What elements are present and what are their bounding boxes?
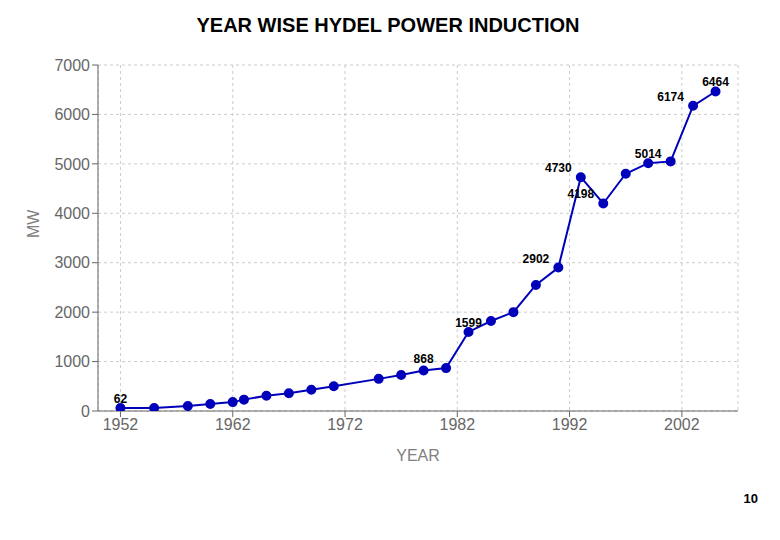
svg-text:1952: 1952: [103, 416, 139, 433]
svg-text:2902: 2902: [523, 252, 550, 266]
svg-text:7000: 7000: [54, 57, 90, 74]
svg-text:1982: 1982: [440, 416, 476, 433]
svg-text:YEAR: YEAR: [396, 447, 440, 464]
svg-text:4000: 4000: [54, 205, 90, 222]
svg-text:1599: 1599: [455, 316, 482, 330]
svg-text:4730: 4730: [545, 161, 572, 175]
svg-text:4198: 4198: [567, 187, 594, 201]
svg-text:5000: 5000: [54, 156, 90, 173]
svg-text:1992: 1992: [552, 416, 588, 433]
html-text:YEAR WISE HYDEL POWER INDUCTIO: YEAR WISE HYDEL POWER INDUCTION: [196, 14, 580, 36]
svg-text:868: 868: [414, 352, 434, 366]
svg-text:6000: 6000: [54, 106, 90, 123]
html-text:10: 10: [743, 491, 758, 506]
svg-text:2000: 2000: [54, 304, 90, 321]
svg-text:1972: 1972: [327, 416, 363, 433]
svg-text:6464: 6464: [702, 75, 729, 89]
svg-text:0: 0: [81, 403, 90, 420]
svg-text:1000: 1000: [54, 353, 90, 370]
svg-text:1962: 1962: [215, 416, 251, 433]
svg-text:6174: 6174: [657, 90, 684, 104]
svg-text:3000: 3000: [54, 254, 90, 271]
svg-text:MW: MW: [25, 209, 42, 238]
svg-text:62: 62: [114, 392, 128, 406]
svg-text:5014: 5014: [635, 147, 662, 161]
svg-text:2002: 2002: [664, 416, 700, 433]
